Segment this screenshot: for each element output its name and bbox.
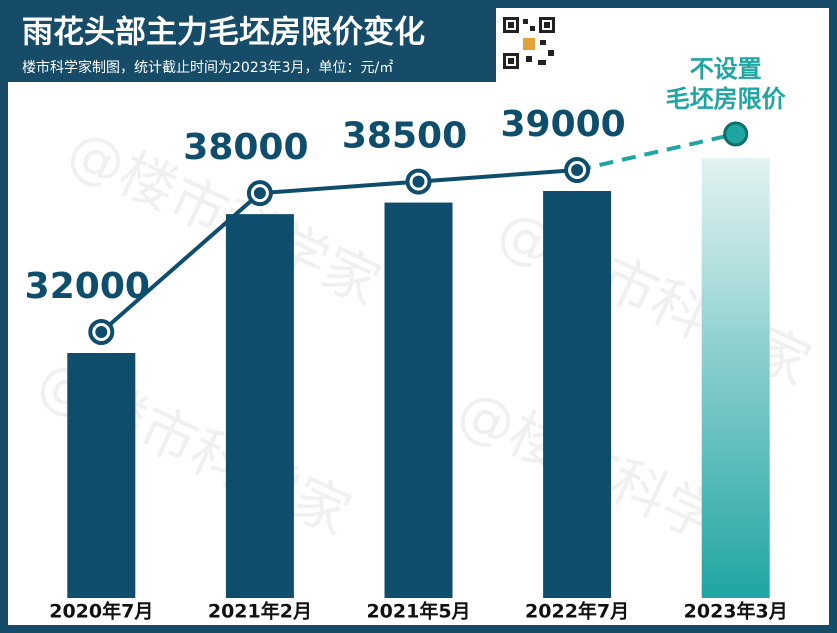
chart-subtitle: 楼市科学家制图，统计截止时间为2023年3月，单位：元/㎡ — [22, 59, 393, 76]
x-tick-label: 2021年2月 — [208, 600, 312, 623]
marker-dot — [95, 326, 108, 338]
bar — [384, 202, 453, 599]
marker-dot — [571, 164, 584, 176]
bar — [225, 214, 294, 598]
chart-title: 雨花头部主力毛坯房限价变化 — [22, 15, 425, 51]
data-label: 38500 — [342, 116, 467, 157]
placeholder-bar — [701, 158, 770, 598]
dashed-line — [576, 132, 737, 172]
x-tick-label: 2022年7月 — [525, 600, 629, 623]
annotation: 毛坯房限价 — [666, 85, 787, 113]
marker-dot — [412, 175, 425, 188]
bar — [543, 191, 612, 598]
marker-dot — [253, 187, 266, 200]
x-tick-label: 2023年3月 — [684, 600, 788, 623]
title-box — [8, 8, 496, 82]
bar — [67, 353, 136, 598]
data-label: 32000 — [25, 266, 150, 307]
watermark: @楼市科学家 — [488, 198, 820, 399]
x-tick-label: 2021年5月 — [366, 600, 470, 623]
data-label: 39000 — [500, 104, 625, 145]
annotation: 不设置 — [690, 55, 762, 83]
qr-code — [500, 14, 558, 72]
data-label: 38000 — [183, 127, 308, 168]
x-tick-label: 2020年7月 — [49, 600, 153, 623]
line — [99, 168, 578, 334]
end-marker — [723, 121, 749, 147]
